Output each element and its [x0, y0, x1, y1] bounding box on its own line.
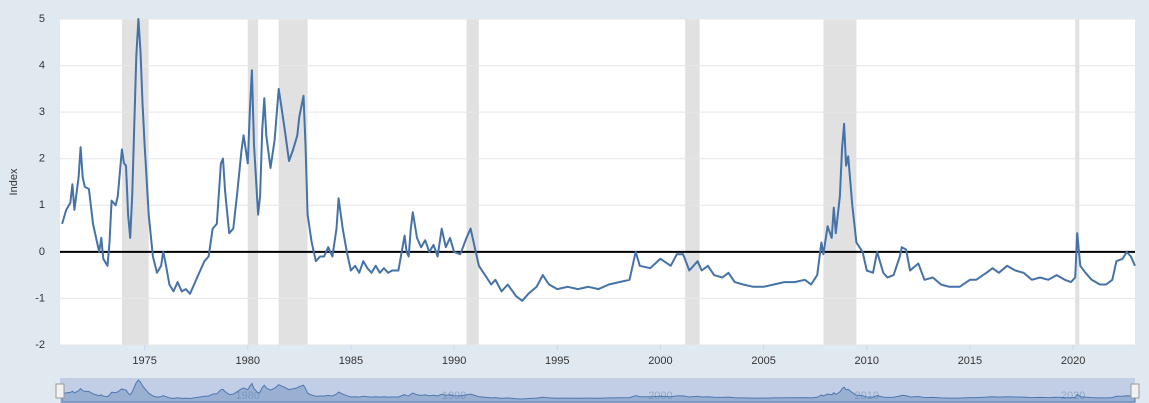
x-tick-label: 2005 — [751, 355, 775, 367]
navigator-label: 2010 — [855, 390, 879, 402]
y-tick-label: 1 — [39, 199, 45, 211]
x-tick-label: 1985 — [339, 355, 363, 367]
x-tick-label: 1975 — [132, 355, 156, 367]
y-tick-label: 4 — [39, 59, 45, 71]
recession-band — [466, 19, 479, 345]
recession-band — [278, 19, 308, 345]
x-tick-label: 2020 — [1061, 355, 1085, 367]
recession-band — [1075, 19, 1080, 345]
navigator-label: 1980 — [236, 390, 260, 402]
x-tick-label: 1990 — [442, 355, 466, 367]
y-axis-label: Index — [8, 168, 20, 195]
x-tick-label: 1980 — [236, 355, 260, 367]
x-tick-label: 2015 — [958, 355, 982, 367]
x-tick-label: 2000 — [648, 355, 672, 367]
y-tick-label: 0 — [39, 246, 45, 258]
navigator-label: 2020 — [1061, 390, 1085, 402]
navigator-area — [61, 379, 1136, 403]
recession-band — [685, 19, 700, 345]
x-tick-label: 2010 — [855, 355, 879, 367]
y-tick-label: 3 — [39, 106, 45, 118]
navigator-mask[interactable] — [60, 378, 1135, 403]
y-tick-label: 2 — [39, 153, 45, 165]
y-tick-label: -2 — [35, 339, 45, 351]
y-tick-label: -1 — [35, 292, 45, 304]
navigator-handle[interactable] — [55, 383, 65, 399]
series-line — [61, 18, 1136, 302]
x-tick-label: 1995 — [545, 355, 569, 367]
plot-area — [60, 19, 1135, 345]
recession-band — [247, 19, 259, 345]
navigator-handle[interactable] — [1130, 383, 1140, 399]
y-tick-label: 5 — [39, 13, 45, 25]
